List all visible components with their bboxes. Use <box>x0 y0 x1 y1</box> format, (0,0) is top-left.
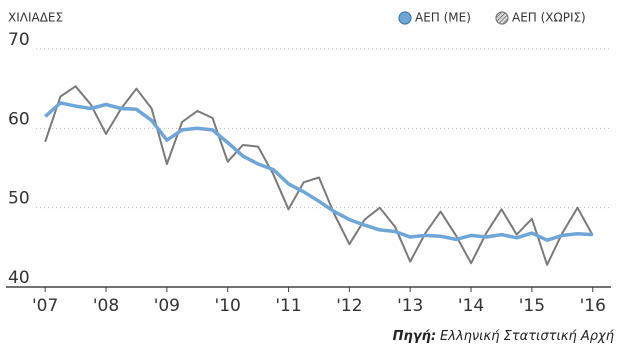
x-tick-label: '10 <box>215 296 241 316</box>
x-tick-label: '11 <box>275 296 301 316</box>
x-tick-label: '15 <box>519 296 545 316</box>
x-tick-label: '08 <box>93 296 119 316</box>
x-tick-label: '12 <box>336 296 362 316</box>
series-line <box>44 85 594 266</box>
source-label: Πηγή: <box>393 329 436 344</box>
y-tick-label: 60 <box>8 109 30 129</box>
y-tick-label: 70 <box>8 30 30 50</box>
series-line <box>44 101 593 242</box>
x-tick-label: '09 <box>154 296 180 316</box>
x-tick-label: '14 <box>458 296 484 316</box>
y-tick-label: 50 <box>8 189 30 209</box>
source-text: Ελληνική Στατιστική Αρχή <box>440 329 615 344</box>
y-axis-label: ΧΙΛΙΑΔΕΣ <box>8 11 63 25</box>
source: Πηγή: Ελληνική Στατιστική Αρχή <box>393 329 615 344</box>
x-tick-label: '16 <box>580 296 606 316</box>
y-tick-label: 40 <box>8 268 30 288</box>
x-tick-label: '07 <box>32 296 58 316</box>
legend-label: ΑΕΠ (ΧΩΡΙΣ) <box>512 11 586 25</box>
legend-marker <box>495 11 509 25</box>
x-tick-label: '13 <box>397 296 423 316</box>
legend-marker <box>398 11 412 25</box>
legend-label: ΑΕΠ (ΜΕ) <box>415 11 471 25</box>
